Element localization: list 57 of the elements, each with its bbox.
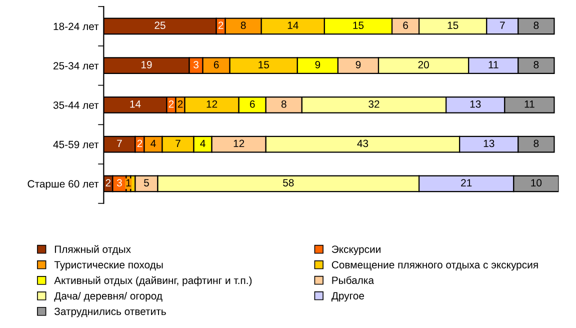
data-label: 5 (144, 179, 149, 186)
legend-label: Пляжный отдых (54, 245, 131, 255)
data-label: 12 (234, 140, 244, 148)
data-label: 6 (250, 100, 255, 108)
data-label: 2 (218, 22, 224, 29)
data-label: 11 (524, 100, 534, 108)
data-label: 2 (137, 140, 142, 148)
data-label: 11 (488, 61, 498, 68)
y-tick-label: 25-34 лет (54, 62, 99, 70)
data-label: 9 (315, 61, 320, 68)
data-label: 4 (150, 140, 156, 148)
data-label: 8 (281, 100, 286, 108)
data-label: 8 (534, 22, 539, 30)
data-label: 43 (357, 140, 368, 148)
data-label: 58 (283, 179, 294, 186)
legend-label: Совмещение пляжного отдыха с экскурсия (332, 261, 538, 271)
data-label: 7 (176, 140, 180, 148)
data-label: 9 (356, 61, 361, 68)
y-tick-label: 45-59 лет (53, 140, 99, 148)
data-label: 32 (368, 100, 380, 108)
legend-label: Туристические походы (54, 261, 163, 271)
y-tick-label: Старше 60 лет (28, 180, 99, 190)
data-label: 14 (288, 22, 298, 29)
data-label: 14 (130, 100, 141, 108)
legend-label: Затруднились ответить (54, 308, 166, 318)
data-label: 1 (126, 179, 131, 186)
legend-label: Другое (331, 292, 364, 302)
data-label: 15 (353, 22, 364, 30)
legend-label: Активный отдых (дайвинг, рафтинг и т.п.) (54, 276, 252, 286)
data-label: 10 (531, 179, 542, 186)
data-label: 2 (106, 179, 111, 186)
data-label: 7 (500, 22, 505, 29)
data-label: 8 (534, 140, 539, 148)
data-label: 12 (206, 100, 218, 108)
data-label: 4 (200, 140, 206, 148)
data-label: 19 (141, 61, 152, 68)
data-label: 2 (178, 100, 183, 108)
y-tick-label: 35-44 лет (53, 101, 99, 109)
data-label: 7 (117, 140, 122, 148)
data-label: 13 (470, 100, 481, 108)
data-label: 21 (461, 179, 472, 186)
legend-label: Рыбалка (332, 276, 374, 284)
data-label: 6 (403, 22, 408, 30)
legend-label: Экскурсии (332, 246, 380, 256)
data-label: 3 (194, 61, 198, 68)
data-label: 25 (154, 22, 166, 30)
y-tick-label: 18-24 лет (54, 22, 99, 30)
data-label: 13 (484, 140, 494, 148)
data-label: 8 (534, 61, 539, 68)
legend-label: Дача/ деревня/ огород (54, 292, 162, 302)
data-label: 15 (448, 22, 458, 30)
data-label: 3 (116, 179, 122, 186)
data-label: 6 (214, 61, 219, 68)
data-label: 15 (258, 61, 269, 68)
data-label: 20 (418, 61, 429, 68)
data-label: 8 (240, 22, 246, 30)
data-label: 2 (168, 100, 174, 108)
